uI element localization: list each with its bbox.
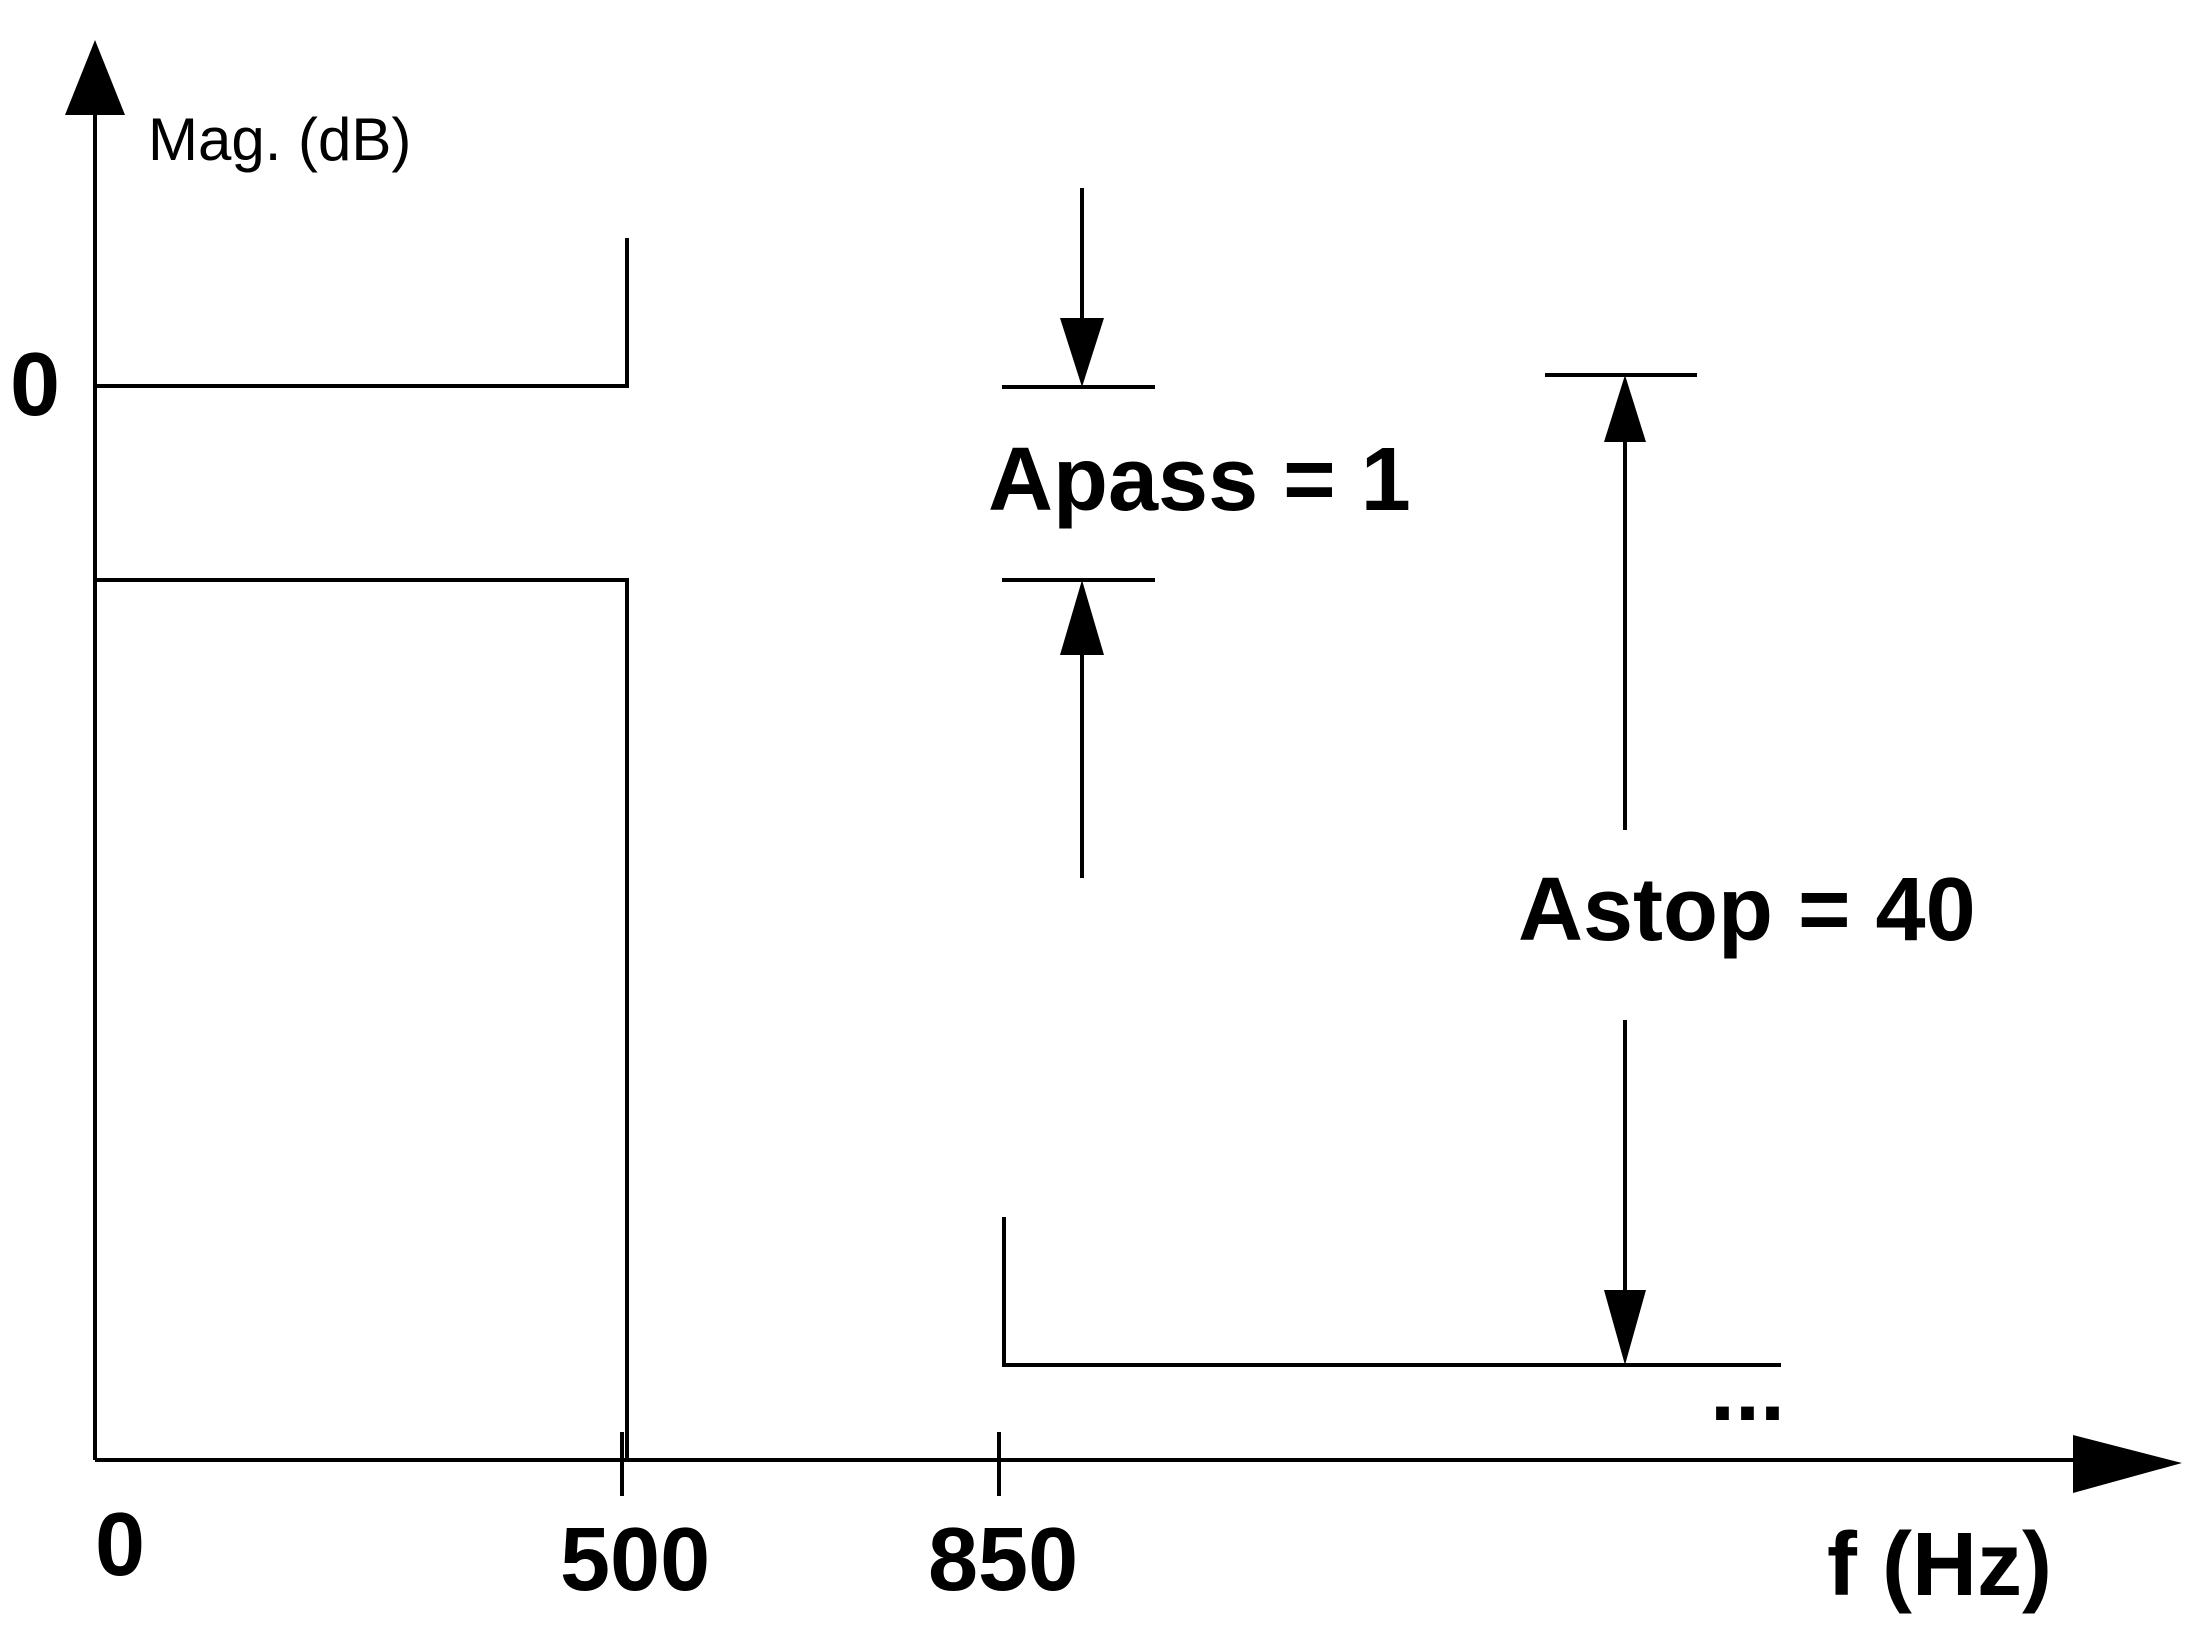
y-axis-arrowhead [65, 40, 125, 115]
y-axis-label: Mag. (dB) [148, 106, 411, 173]
passband-upper-bound [95, 238, 629, 388]
x-axis-label: f (Hz) [1827, 1515, 2052, 1615]
apass-label: Apass = 1 [988, 430, 1411, 530]
y-tick-label-0: 0 [10, 335, 60, 435]
astop-arrowhead-up [1604, 375, 1646, 442]
passband-lower-bound [95, 578, 629, 1460]
stopband-bound [1002, 1217, 1781, 1367]
astop-arrowhead-down [1604, 1290, 1646, 1365]
astop-label: Astop = 40 [1518, 860, 1976, 960]
apass-arrowhead-up [1060, 580, 1104, 655]
continuation-dots: ... [1710, 1340, 1785, 1440]
x-tick-label-850: 850 [928, 1510, 1078, 1610]
x-axis-arrowhead [2073, 1435, 2182, 1493]
x-tick-label-0: 0 [95, 1495, 145, 1595]
apass-arrowhead-down [1060, 318, 1104, 387]
x-tick-label-500: 500 [560, 1510, 710, 1610]
